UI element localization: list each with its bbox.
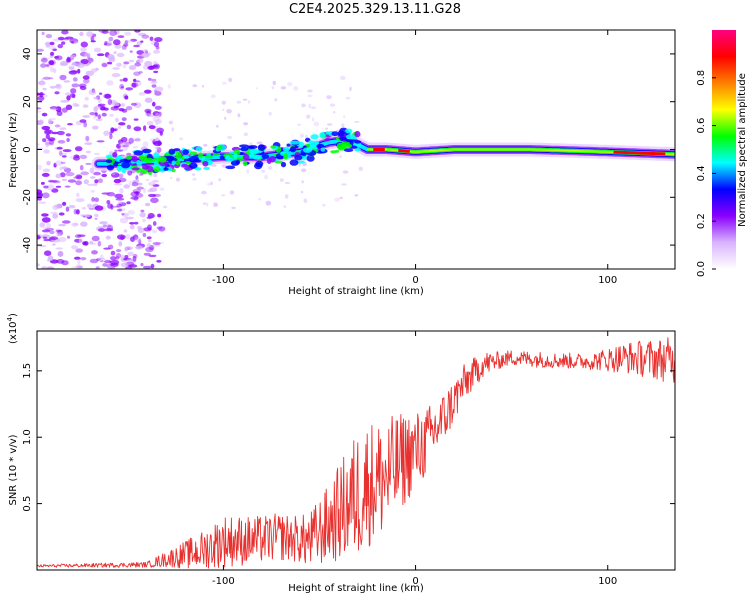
spectrogram-x-tick-label: -100 <box>212 275 235 286</box>
colorbar-tick-label: 0.2 <box>696 213 707 229</box>
colorbar-label: Normalized spectral amplitude <box>737 73 748 227</box>
snr-x-tick-label: 100 <box>598 576 617 587</box>
snr-series-line <box>37 337 675 569</box>
colorbar-ticks: 0.0 0.2 0.4 0.6 0.8 <box>696 70 716 277</box>
spectrogram-x-axis-label: Height of straight line (km) <box>288 286 424 297</box>
spectrogram-y-tick-label: -20 <box>22 189 33 205</box>
spectrogram-y-tick-label: 40 <box>22 48 33 61</box>
snr-frame <box>36 330 676 571</box>
spectrogram-y-tick-label: -40 <box>22 237 33 253</box>
snr-y-tick-label: 1.5 <box>22 363 33 379</box>
snr-y-axis-label: SNR (10 * v/v) <box>8 434 19 505</box>
colorbar-tick-label: 0.8 <box>696 70 707 86</box>
chart-title: C2E4.2025.329.13.11.G28 <box>288 2 462 17</box>
colorbar-tick-label: 0.4 <box>696 165 707 181</box>
snr-x-axis-label: Height of straight line (km) <box>288 583 424 594</box>
spectrogram-x-tick-label: 100 <box>598 275 617 286</box>
colorbar-scale <box>712 30 736 269</box>
snr-panel: -100 0 100 0.5 1.0 1.5 Height of straight lin… <box>6 313 676 594</box>
snr-x-tick-label: 0 <box>412 576 418 587</box>
colorbar-tick-label: 0.0 <box>696 261 707 277</box>
snr-y-tick-label: 1.0 <box>22 429 33 445</box>
spectrogram-ridge <box>91 127 675 176</box>
spectrogram-x-tick-label: 0 <box>412 275 418 286</box>
spectrogram-noise <box>37 30 364 269</box>
spectrogram-y-axis-label: Frequency (Hz) <box>8 112 19 188</box>
snr-y-tick-label: 0.5 <box>22 496 33 512</box>
spectrogram-y-tick-label: 0 <box>22 146 33 152</box>
spectrogram-panel: -100 0 100 -40 -20 0 20 40 Height of straight l… <box>8 29 676 297</box>
colorbar-tick-label: 0.6 <box>696 118 707 134</box>
colorbar: 0.0 0.2 0.4 0.6 0.8 Normalized spectral ampl… <box>696 30 748 277</box>
snr-x-tick-label: -100 <box>212 576 235 587</box>
spectrogram-y-tick-label: 20 <box>22 95 33 108</box>
spectrogram-image <box>37 30 675 269</box>
spectrogram-axes: -100 0 100 -40 -20 0 20 40 <box>22 30 675 286</box>
snr-multiplier-label: (x104) <box>6 313 19 344</box>
snr-axes: -100 0 100 0.5 1.0 1.5 <box>22 331 675 587</box>
